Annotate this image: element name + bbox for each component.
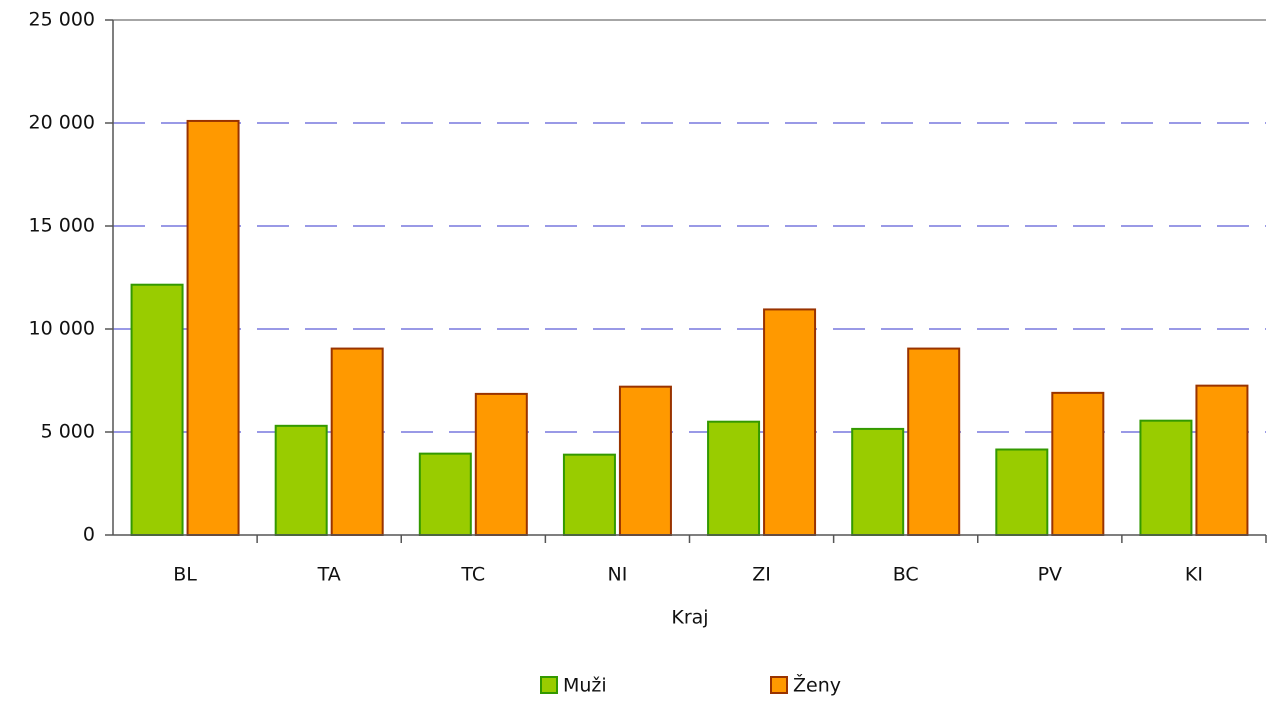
y-tick-label: 25 000 — [29, 9, 95, 31]
x-tick-label: ZI — [752, 564, 771, 586]
y-tick-label: 15 000 — [29, 215, 95, 237]
bar — [851, 427, 905, 536]
bar — [618, 385, 672, 536]
legend-label: Muži — [563, 675, 607, 697]
x-tick-label: BC — [893, 564, 919, 586]
x-tick-label: TC — [460, 564, 485, 586]
legend-label: Ženy — [793, 674, 841, 697]
bar — [130, 283, 184, 536]
legend-swatch — [770, 676, 788, 694]
bar — [907, 347, 961, 536]
legend-swatch — [540, 676, 558, 694]
y-tick-label: 10 000 — [29, 318, 95, 340]
bar — [274, 424, 328, 537]
y-tick-label: 0 — [83, 524, 95, 546]
x-tick-label: BL — [173, 564, 197, 586]
bar — [418, 452, 472, 537]
bar — [995, 448, 1049, 537]
bar — [330, 347, 384, 536]
x-tick-label: PV — [1038, 564, 1062, 586]
x-tick-label: TA — [317, 564, 341, 586]
bar — [562, 453, 616, 536]
x-tick-label: KI — [1185, 564, 1203, 586]
y-tick-label: 20 000 — [29, 112, 95, 134]
bar — [474, 392, 528, 537]
y-tick-label: 5 000 — [41, 421, 95, 443]
x-tick-label: NI — [608, 564, 628, 586]
bar — [707, 420, 761, 537]
x-axis-title: Kraj — [671, 607, 708, 629]
bar — [1051, 391, 1105, 536]
bar — [763, 308, 817, 536]
bar — [1195, 384, 1249, 536]
bar — [1139, 419, 1193, 537]
bar — [186, 119, 240, 536]
